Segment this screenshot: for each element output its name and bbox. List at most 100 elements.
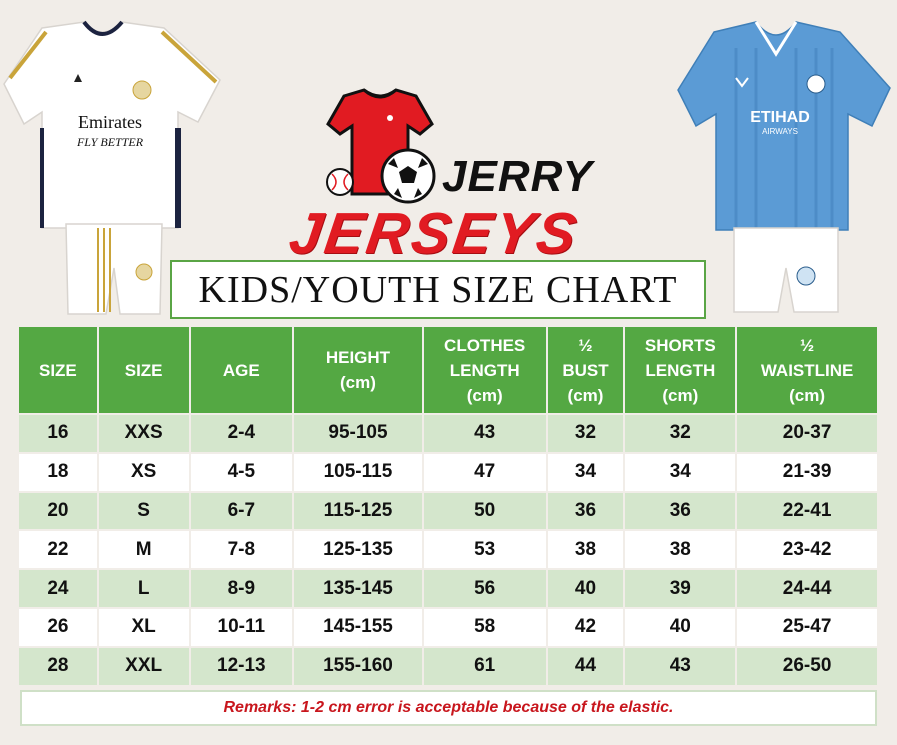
table-row: 26 XL 10-11 145-155 58 42 40 25-47: [17, 606, 879, 648]
table-cell: 56: [421, 568, 548, 609]
column-header: SIZE: [96, 325, 191, 415]
table-cell: 28: [17, 645, 99, 687]
table-cell: 105-115: [292, 451, 424, 493]
table-row: 24 L 8-9 135-145 56 40 39 24-44: [17, 568, 879, 609]
table-cell: 7-8: [188, 529, 295, 571]
table-cell: 16: [17, 413, 99, 454]
table-cell: 125-135: [292, 529, 424, 571]
column-header: SIZE: [17, 325, 99, 415]
table-cell: S: [96, 490, 191, 532]
white-kit-image: Emirates FLY BETTER: [2, 18, 224, 318]
table-cell: 61: [421, 645, 548, 687]
table-cell: 39: [623, 568, 738, 609]
column-header-line: (cm): [789, 385, 826, 405]
table-cell: 23-42: [735, 529, 879, 571]
table-cell: 4-5: [188, 451, 295, 493]
column-header-line: ½: [800, 335, 815, 355]
page-title: KIDS/YOUTH SIZE CHART: [198, 268, 678, 311]
table-cell: 26-50: [735, 645, 879, 687]
column-header: HEIGHT (cm): [292, 325, 424, 415]
table-cell: 135-145: [292, 568, 424, 609]
table-cell: 6-7: [188, 490, 295, 532]
column-header-line: LENGTH: [645, 360, 716, 380]
brand-logo: [282, 82, 618, 257]
table-cell: 32: [623, 413, 738, 454]
table-cell: 22: [17, 529, 99, 571]
table-row: 18 XS 4-5 105-115 47 34 34 21-39: [17, 451, 879, 493]
column-header-line: (cm): [567, 385, 604, 405]
table-header-row: SIZE SIZE AGE HEIGHT (cm) CLOTHES LENGTH (cm) ½ B…: [17, 325, 879, 415]
table-row: 20 S 6-7 115-125 50 36 36 22-41: [17, 490, 879, 532]
column-header: AGE: [188, 325, 295, 415]
table-cell: 38: [623, 529, 738, 571]
column-header: ½ BUST (cm): [545, 325, 626, 415]
table-cell: 58: [421, 606, 548, 648]
table-cell: 40: [623, 606, 738, 648]
table-cell: M: [96, 529, 191, 571]
table-cell: 20: [17, 490, 99, 532]
column-header: CLOTHES LENGTH (cm): [421, 325, 548, 415]
table-cell: 47: [421, 451, 548, 493]
table-cell: 42: [545, 606, 626, 648]
table-cell: 24-44: [735, 568, 879, 609]
chart-title-box: KIDS/YOUTH SIZE CHART: [170, 260, 706, 319]
table-cell: 44: [545, 645, 626, 687]
table-cell: 32: [545, 413, 626, 454]
table-cell: 26: [17, 606, 99, 648]
column-header-line: HEIGHT: [325, 348, 391, 367]
table-cell: XXL: [96, 645, 191, 687]
table-cell: 12-13: [188, 645, 295, 687]
table-cell: 8-9: [188, 568, 295, 609]
table-cell: 43: [623, 645, 738, 687]
brand-name-top: JERRY: [442, 152, 593, 201]
column-header-line: SIZE: [124, 360, 163, 380]
left-sponsor-line2: FLY BETTER: [76, 135, 144, 149]
column-header-line: CLOTHES: [444, 335, 526, 355]
table-cell: 53: [421, 529, 548, 571]
table-cell: 34: [623, 451, 738, 493]
baseball-icon: [326, 168, 354, 196]
column-header-line: (cm): [466, 385, 503, 405]
table-cell: 24: [17, 568, 99, 609]
table-cell: 95-105: [292, 413, 424, 454]
table-row: 22 M 7-8 125-135 53 38 38 23-42: [17, 529, 879, 571]
column-header-line: BUST: [562, 360, 609, 380]
table-cell: 36: [545, 490, 626, 532]
table-cell: 36: [623, 490, 738, 532]
table-cell: 10-11: [188, 606, 295, 648]
column-header-line: (cm): [340, 373, 376, 392]
column-header-line: AGE: [222, 360, 260, 380]
column-header-line: WAISTLINE: [760, 360, 854, 380]
blue-kit-image: ETIHAD AIRWAYS: [676, 18, 894, 318]
column-header: ½ WAISTLINE (cm): [735, 325, 879, 415]
right-sponsor-line2: AIRWAYS: [762, 127, 798, 136]
column-header-line: LENGTH: [449, 360, 520, 380]
table-cell: 25-47: [735, 606, 879, 648]
table-cell: 38: [545, 529, 626, 571]
left-sponsor-line1: Emirates: [78, 112, 142, 132]
column-header-line: ½: [578, 335, 593, 355]
column-header: SHORTS LENGTH (cm): [623, 325, 738, 415]
table-cell: 155-160: [292, 645, 424, 687]
table-cell: 43: [421, 413, 548, 454]
column-header-line: SIZE: [38, 360, 77, 380]
column-header-line: SHORTS: [644, 335, 716, 355]
table-cell: 115-125: [292, 490, 424, 532]
table-cell: 22-41: [735, 490, 879, 532]
remarks-box: Remarks: 1-2 cm error is acceptable beca…: [20, 690, 877, 726]
remarks-text: Remarks: 1-2 cm error is acceptable beca…: [223, 699, 674, 716]
brand-name-bottom: JERSEYS: [285, 201, 584, 266]
size-chart-table: SIZE SIZE AGE HEIGHT (cm) CLOTHES LENGTH (cm) ½ B…: [17, 325, 879, 687]
table-cell: L: [96, 568, 191, 609]
column-header-line: (cm): [662, 385, 699, 405]
table-cell: 50: [421, 490, 548, 532]
table-row: 28 XXL 12-13 155-160 61 44 43 26-50: [17, 645, 879, 687]
table-cell: 34: [545, 451, 626, 493]
table-cell: 18: [17, 451, 99, 493]
right-sponsor-line1: ETIHAD: [750, 109, 810, 126]
table-cell: XS: [96, 451, 191, 493]
table-cell: 21-39: [735, 451, 879, 493]
table-cell: XXS: [96, 413, 191, 454]
table-cell: XL: [96, 606, 191, 648]
table-cell: 40: [545, 568, 626, 609]
